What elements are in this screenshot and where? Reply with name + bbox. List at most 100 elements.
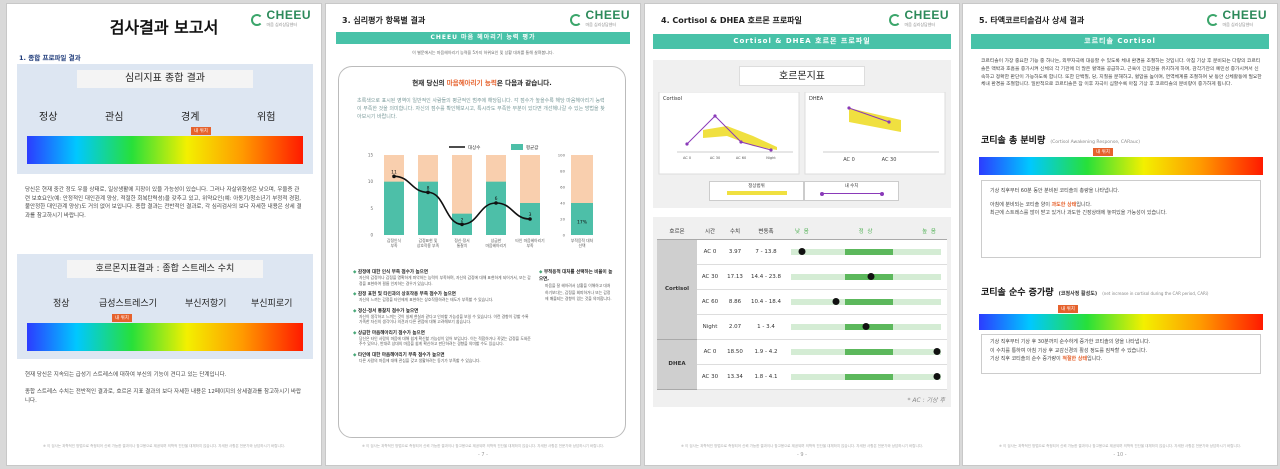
increase-line-text: 입니다. [1087,356,1103,362]
x-tick-label: 통찰치 [457,243,467,248]
bullet-icon: ◆ [353,330,359,336]
subject-score-point [494,201,498,205]
table-note: * AC : 기상 후 [907,397,945,404]
legend-range-label: 정상범위 [748,184,765,189]
range-cell: 1.8 - 4.1 [747,364,785,390]
cortisol-total-heading: 코티솔 총 분비량 (Cortisol Awakening Response, … [981,128,1140,147]
normal-band [845,248,893,255]
bullet-text: 다른 사람의 마음에 대해 관심을 갖고 생활하려는 동기가 부족할 수 있습니… [359,357,481,363]
side-y-tick-label: 60 [560,185,565,190]
section-banner: CHEEU 마음 헤아리기 능력 평가 [336,32,630,44]
level-label: 위험 [257,112,276,123]
subject-score-point [528,217,532,221]
legend-range-swatch [726,191,787,195]
dhea-my-point [847,106,851,110]
table-row: DHEA AC 0 18.50 1.9 - 4.2 [657,339,947,390]
total-line-text: 입니다. [1076,202,1092,208]
logo-icon [570,14,583,26]
side-note-text: 마음을 잘 헤아려서 상황을 이해하고 대처하기보다는, 감정을 회피하거나 또… [545,283,612,301]
bullet-item: ◆ 감정 표현 및 타인과의 상호작용 부족 점수가 높으면 자신의 느끼는 감정… [353,291,533,303]
dhea-chart-title: DHEA [809,96,824,102]
dhea-chart-frame [804,92,946,175]
level-dot [933,372,940,380]
brand-logo: CHEEU 마음 심리상담센터 [251,8,311,30]
x-tick-label: 상급한 [491,238,502,243]
report-page-hormone-profile: CHEEU 마음 심리상담센터 4. Cortisol & DHEA 호르몬 프로… [644,3,960,466]
time-cell: AC 60 [697,289,723,315]
section-subline: 이 별문에서는 마음헤아리기 능력을 5가지 하위요인 및 상황 대처를 통해 … [412,50,554,55]
page-number: - 10 - [1113,452,1127,458]
side-bar-average [571,203,593,235]
total-line: 최근에 스트레스를 많이 받고 있거나 과도한 긴장상태에 놓여있을 가능성이 … [990,209,1252,217]
total-line-text: 기상 직후부터 60분 동안 분비된 코티솔의 총량을 나타냅니다. [990,188,1120,194]
increase-line: 기상 직후 코티솔의 순수 증가량이 적절한 상태입니다. [990,355,1252,364]
section-heading: 3. 심리평가 항목별 결과 [342,16,426,25]
value-cell: 13.34 [723,364,747,390]
bullet-list: ◆ 감정에 대한 인식 부족 점수가 높으면 자신의 감정이나 감정을 명확하게 … [353,269,533,363]
hormone-legend: 정상범위 내 수치 [709,181,899,201]
table-row: AC 30 17.13 14.4 - 23.8 [657,264,947,290]
level-track [791,297,941,305]
hormone-summary-title: 호르몬지표결과 : 종합 스트레스 수치 [67,260,263,278]
brand-sub: 마음 심리상담센터 [585,22,617,27]
bullet-icon: ◆ [539,270,545,275]
side-note-heading: 부적응적 대처를 선택하는 비율이 높으면, [539,270,613,282]
hormone-chart-title: 호르몬지표 [739,66,865,86]
brand-logo: CHEEU 마음 심리상담센터 [570,8,630,30]
time-cell: AC 0 [697,239,723,265]
dhea-normal-band [849,108,901,132]
level-track [791,247,941,255]
side-x-label: 선택 [579,243,586,248]
logo-icon [251,14,264,26]
bullet-icon: ◆ [353,352,359,358]
psych-gradient-bar [27,136,303,164]
cortisol-x-tick: AC 0 [683,156,691,160]
cortisol-increase-heading: 코티솔 순수 증가량 (코정사정 활성도) (net increase in c… [981,280,1208,299]
bullet-icon: ◆ [353,292,359,297]
subject-score-label: 11 [391,169,397,175]
cortisol-my-point [713,114,717,118]
stage-label: 급성스트레스기 [99,299,157,309]
subject-score-label: 3 [529,212,532,218]
subject-score-label: 8 [427,185,430,191]
table-row: Night 2.07 1 - 3.4 [657,314,947,340]
time-cell: AC 30 [697,364,723,390]
increase-heading-sub2: (코정사정 활성도) [1058,291,1098,297]
level-dot [798,247,805,255]
dhea-my-point [887,120,891,124]
table-row: Cortisol AC 0 3.97 7 - 13.8 [657,239,947,340]
brand-name: CHEEU [266,8,311,22]
brand-name: CHEEU [1222,8,1267,22]
col-time: 시간 [697,223,723,240]
side-y-tick-label: 20 [560,217,565,222]
x-tick-label: 타인 마음헤아리기 [515,238,544,243]
side-bar-value: 17% [577,219,588,225]
report-page-mentalization: CHEEU 마음 심리상담센터 3. 심리평가 항목별 결과 CHEEU 마음 헤… [325,3,641,466]
bullet-icon: ◆ [353,308,359,314]
col-hormone: 호르몬 [657,223,697,240]
level-track [791,322,941,330]
side-y-tick-label: 80 [560,169,565,174]
x-tick-label: 부족 [391,243,398,248]
side-x-label: 부적응적 대처 [571,238,594,243]
brand-sub: 마음 심리상담센터 [904,22,936,27]
x-tick-label: 상호작용 부족 [417,243,440,248]
range-cell: 14.4 - 23.8 [747,264,785,290]
cortisol-x-tick: Night [766,156,776,160]
cortisol-increase-gradient [979,314,1263,330]
total-line-text: 아침에 분비되는 코티솔 양이 [990,202,1052,208]
level-dot [832,297,840,305]
section-heading: 4. Cortisol & DHEA 호르몬 프로파일 [661,16,802,25]
range-cell: 1 - 3.4 [747,314,785,340]
cortisol-chart-title: Cortisol [663,96,682,102]
x-tick-label: 마음헤아리기 [486,243,507,248]
bullet-item: ◆ 감정에 대한 인식 부족 점수가 높으면 자신의 감정이나 감정을 명확하게 … [353,269,533,286]
value-cell: 3.97 [723,239,747,265]
section-heading: 5. 타액코르티솔검사 상세 결과 [979,16,1085,25]
dhea-x-tick: AC 30 [882,157,897,163]
total-line-highlight: 과도한 상태 [1051,202,1077,208]
brand-name: CHEEU [585,8,630,22]
table-row: AC 60 8.86 10.4 - 18.4 [657,289,947,315]
